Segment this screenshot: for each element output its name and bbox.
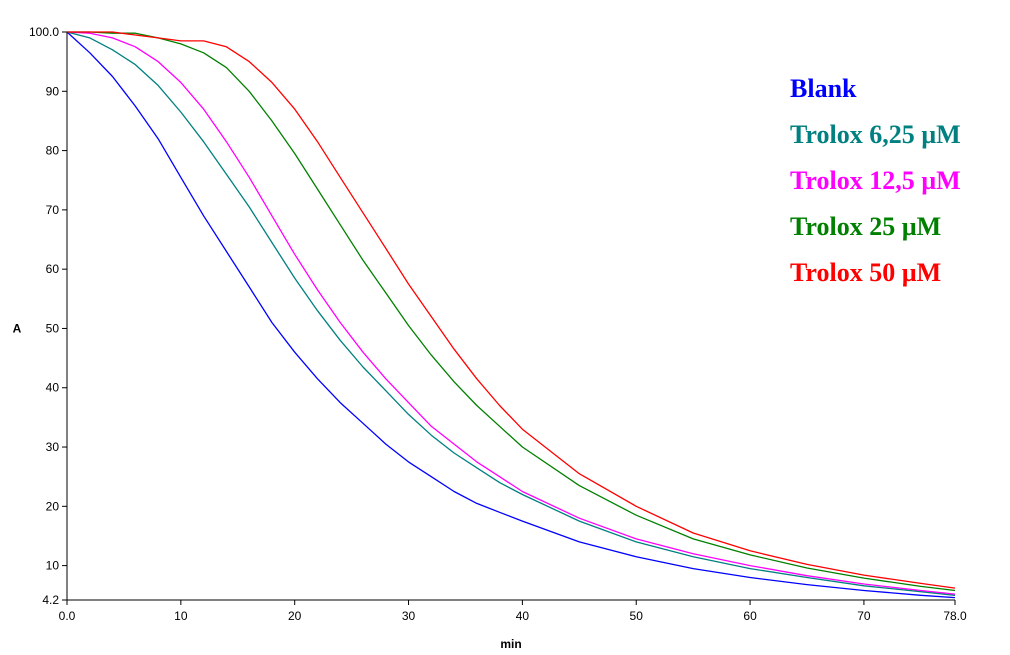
x-tick-label: 70 xyxy=(857,609,871,623)
x-tick-label: 30 xyxy=(402,609,416,623)
y-tick-label: 60 xyxy=(46,262,60,276)
y-tick-label: 70 xyxy=(46,203,60,217)
x-axis-title: min xyxy=(500,637,521,651)
series-line-3 xyxy=(66,31,956,595)
y-tick-label: 10 xyxy=(46,559,60,573)
legend-entry-1: Blank xyxy=(790,74,857,103)
y-axis-title: A xyxy=(13,321,22,335)
axes xyxy=(66,32,955,601)
legend-entry-4: Trolox 25 µM xyxy=(790,212,941,241)
x-tick-label: 78.0 xyxy=(943,609,967,623)
y-tick-label: 50 xyxy=(46,321,60,335)
series-line-5 xyxy=(67,31,956,589)
series-line-4 xyxy=(67,31,956,592)
y-tick-label: 20 xyxy=(46,499,60,513)
x-tick-label: 10 xyxy=(174,609,188,623)
x-tick-label: 40 xyxy=(516,609,530,623)
y-tick-label: 100.0 xyxy=(29,25,59,39)
x-tick-label: 20 xyxy=(288,609,302,623)
legend-entry-3: Trolox 12,5 µM xyxy=(790,166,961,195)
plot-area xyxy=(66,31,956,599)
series-line-1 xyxy=(66,31,956,599)
series-line-2 xyxy=(66,31,956,596)
legend: Blank Trolox 6,25 µM Trolox 12,5 µM Trolox … xyxy=(790,74,961,287)
y-tick-label: 30 xyxy=(46,440,60,454)
x-tick-label: 60 xyxy=(743,609,757,623)
x-tick-label: 50 xyxy=(630,609,644,623)
y-tick-label: 90 xyxy=(46,84,60,98)
x-tick-label: 0.0 xyxy=(59,609,76,623)
y-axis-ticks: 4.2 10 20 30 40 50 60 70 80 90 100.0 xyxy=(29,25,67,607)
legend-entry-2: Trolox 6,25 µM xyxy=(790,120,961,149)
x-axis-ticks: 0.0 10 20 30 40 50 60 70 78.0 xyxy=(59,600,967,623)
y-tick-label: 80 xyxy=(46,144,60,158)
y-tick-label: 4.2 xyxy=(42,593,59,607)
y-tick-label: 40 xyxy=(46,381,60,395)
legend-entry-5: Trolox 50 µM xyxy=(790,258,941,287)
